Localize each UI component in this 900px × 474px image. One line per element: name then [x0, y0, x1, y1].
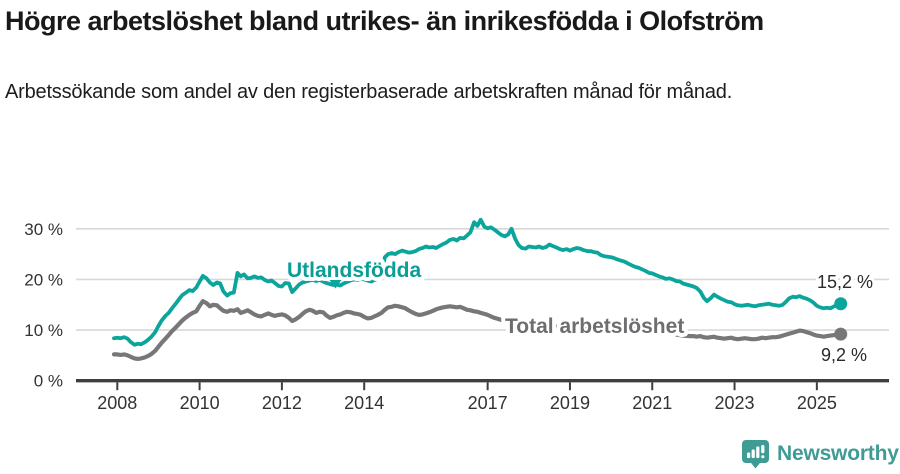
x-tick-label: 2021 — [632, 393, 672, 413]
x-tick-label: 2008 — [97, 393, 137, 413]
brand-footer: Newsworthy — [741, 439, 899, 469]
series-label-utlandsfodda: Utlandsfödda — [287, 259, 421, 282]
x-tick-label: 2014 — [344, 393, 384, 413]
y-tick-label: 30 % — [24, 220, 63, 239]
y-tick-label: 20 % — [24, 270, 63, 289]
x-tick-label: 2019 — [550, 393, 590, 413]
brand-name: Newsworthy — [777, 442, 899, 465]
series-end-dot-total — [834, 327, 848, 341]
x-tick-label: 2017 — [468, 393, 508, 413]
newsworthy-pin-barchart-icon — [742, 440, 769, 469]
chart-header: Högre arbetslöshet bland utrikes- än inr… — [5, 4, 764, 107]
series-label-total: Total arbetslöshet — [505, 315, 684, 338]
x-tick-label: 2010 — [180, 393, 220, 413]
series-end-dot-utlandsfodda — [834, 297, 848, 311]
x-tick-label: 2023 — [715, 393, 755, 413]
series-line-utlandsfodda — [112, 217, 843, 347]
series-label-pointer-utlandsfodda — [329, 280, 342, 289]
end-value-label-utlandsfodda: 15,2 % — [817, 272, 873, 292]
x-tick-label: 2012 — [262, 393, 302, 413]
x-tick-label: 2025 — [797, 393, 837, 413]
page-title: Högre arbetslöshet bland utrikes- än inr… — [5, 6, 764, 36]
end-value-label-total: 9,2 % — [821, 345, 867, 365]
y-tick-label: 10 % — [24, 321, 63, 340]
chart-subtitle: Arbetssökande som andel av den registerb… — [5, 81, 733, 103]
y-tick-label: 0 % — [34, 372, 63, 391]
series-line-total — [111, 299, 843, 361]
